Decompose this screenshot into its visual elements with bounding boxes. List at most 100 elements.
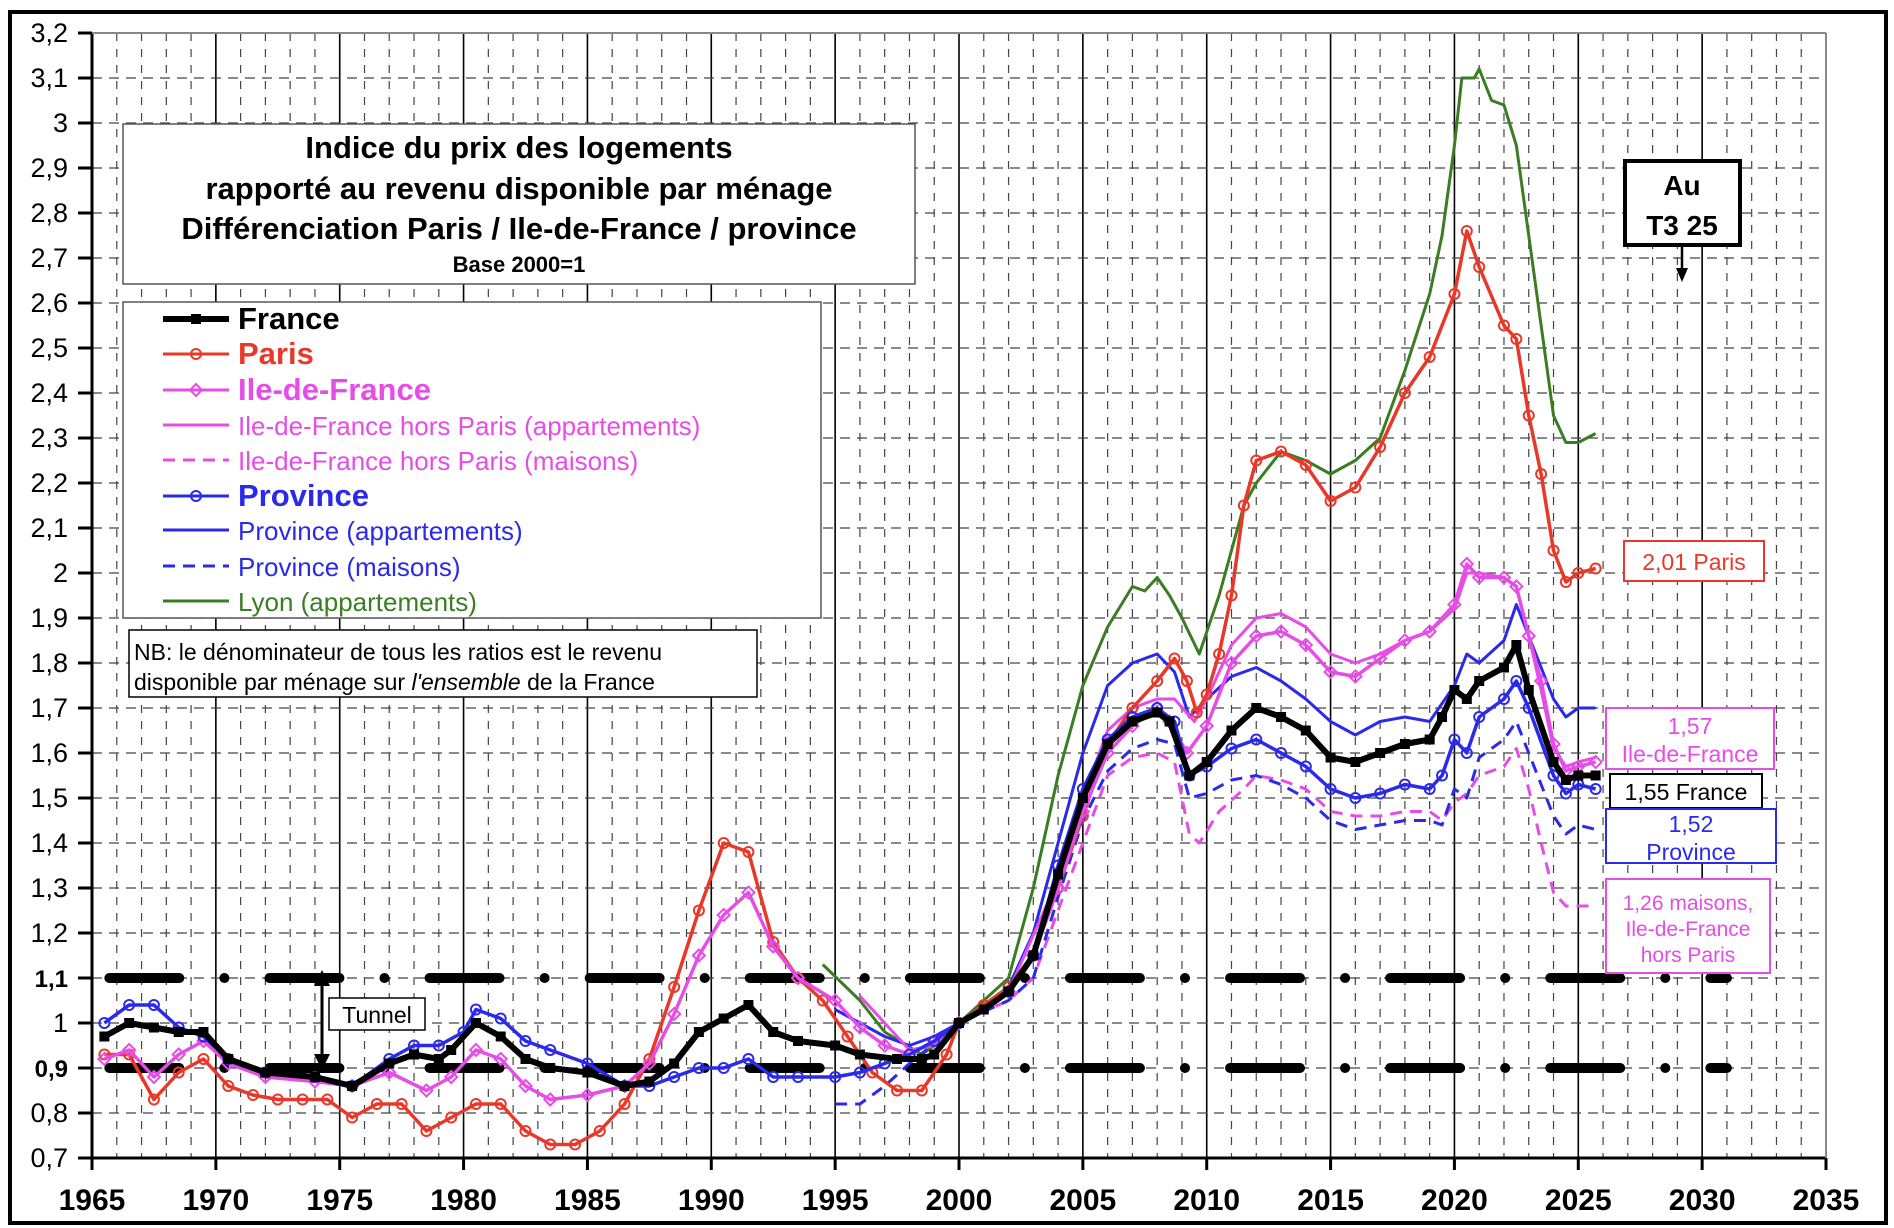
data-point — [519, 1125, 532, 1137]
data-point — [1498, 662, 1509, 673]
data-point — [347, 1081, 358, 1091]
data-point — [1398, 387, 1411, 399]
data-point — [321, 1093, 334, 1106]
data-point — [618, 1098, 631, 1110]
tunnel-label: Tunnel — [342, 1002, 411, 1028]
data-point — [99, 1031, 110, 1042]
series-lyon-appartements- — [821, 67, 1597, 1056]
data-point — [1589, 562, 1602, 575]
x-tick-label: 1965 — [59, 1184, 126, 1217]
data-point — [1299, 459, 1312, 471]
y-tick-label: 2,1 — [30, 513, 68, 543]
data-point — [518, 1078, 533, 1094]
y-tick-label: 1,9 — [30, 603, 68, 633]
data-point — [1423, 783, 1436, 795]
series-france — [99, 640, 1601, 1091]
series-province-maisons- — [835, 720, 1597, 1106]
legend-marker — [191, 314, 201, 324]
data-point — [852, 1020, 868, 1035]
data-point — [765, 939, 781, 954]
legend-label: Province (maisons) — [238, 552, 461, 582]
data-point — [1398, 778, 1411, 791]
data-point — [1224, 655, 1239, 671]
x-tick-label: 2005 — [1049, 1184, 1116, 1217]
data-point — [1447, 597, 1462, 612]
note-line-1: NB: le dénominateur de tous les ratios e… — [134, 639, 662, 665]
data-point — [544, 1044, 557, 1056]
title-line-4: Base 2000=1 — [453, 252, 586, 277]
data-point — [1560, 775, 1571, 785]
data-point — [260, 1067, 271, 1078]
note-box: NB: le dénominateur de tous les ratios e… — [128, 629, 758, 698]
data-point — [741, 885, 756, 900]
data-point — [1127, 716, 1138, 727]
data-point — [1588, 754, 1604, 770]
data-point — [916, 1054, 927, 1064]
data-point — [1496, 570, 1512, 585]
y-tick-label: 0,9 — [35, 1056, 68, 1083]
data-point — [1436, 769, 1449, 782]
y-tick-label: 1 — [53, 1008, 68, 1038]
data-point — [1547, 769, 1560, 782]
data-point — [1349, 481, 1362, 494]
data-point — [197, 1053, 210, 1065]
legend-label: France — [238, 301, 340, 336]
data-point — [1424, 734, 1435, 745]
data-point — [1522, 409, 1535, 422]
data-point — [96, 1051, 112, 1067]
data-point — [247, 1089, 260, 1101]
legend-item: Lyon (appartements) — [163, 587, 477, 617]
data-point — [1523, 685, 1534, 695]
data-point — [1460, 225, 1473, 237]
data-point — [1471, 570, 1487, 585]
svg-text:Ile-de-France: Ile-de-France — [1626, 918, 1751, 941]
data-point — [1437, 712, 1448, 722]
data-point — [853, 1066, 866, 1079]
arrow-up-icon — [314, 970, 330, 986]
data-point — [432, 1039, 445, 1052]
period-line-1: Au — [1663, 170, 1700, 201]
data-point — [409, 1049, 420, 1060]
data-point — [1459, 556, 1475, 572]
data-point — [1152, 707, 1163, 718]
data-point — [446, 1045, 457, 1055]
data-point — [495, 1031, 506, 1042]
data-point — [223, 1054, 234, 1064]
data-point — [1423, 351, 1436, 363]
data-point — [271, 1093, 284, 1106]
data-point — [542, 1092, 558, 1107]
x-tick-label: 1995 — [802, 1184, 869, 1217]
y-tick-label: 2,4 — [30, 378, 68, 408]
data-point — [1460, 747, 1473, 759]
y-tick-label: 2 — [53, 558, 68, 588]
data-point — [1325, 752, 1336, 763]
title-line-2: rapporté au revenu disponible par ménage — [205, 171, 832, 206]
svg-text:1,52: 1,52 — [1669, 811, 1714, 837]
data-point — [1168, 652, 1181, 665]
data-point — [1298, 637, 1314, 653]
x-tick-label: 2035 — [1793, 1184, 1860, 1217]
data-point — [1349, 792, 1362, 804]
data-point — [718, 1013, 729, 1024]
legend-item: Paris — [163, 336, 314, 371]
legend-label: Ile-de-France — [238, 372, 431, 407]
legend-item: Ile-de-France hors Paris (appartements) — [163, 411, 700, 441]
data-point — [1461, 694, 1472, 704]
data-point — [1028, 950, 1039, 961]
series-line — [958, 747, 1596, 1025]
x-tick-label: 2010 — [1173, 1184, 1240, 1217]
legend-item: Province (maisons) — [163, 552, 461, 582]
data-point — [641, 1056, 657, 1071]
data-point — [1397, 633, 1413, 648]
data-point — [123, 999, 136, 1011]
x-tick-label: 2015 — [1297, 1184, 1364, 1217]
legend-item: Ile-de-France — [163, 372, 431, 407]
data-point — [124, 1018, 135, 1028]
y-tick-label: 1,6 — [30, 738, 68, 768]
data-point — [691, 948, 707, 963]
data-point — [494, 1012, 507, 1025]
data-point — [742, 1053, 755, 1065]
data-point — [1511, 640, 1522, 650]
x-tick-label: 1985 — [554, 1184, 621, 1217]
data-point — [147, 999, 160, 1011]
